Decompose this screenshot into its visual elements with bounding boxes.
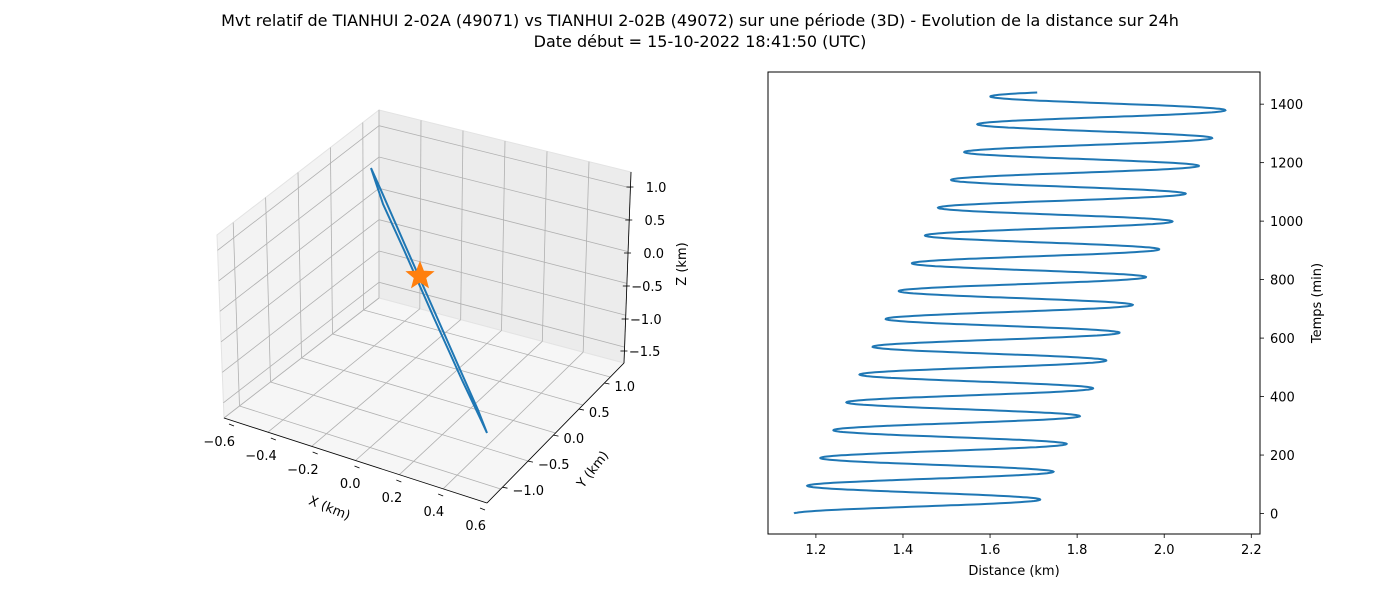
x-tick-label-2d: 1.8 [1067,543,1088,558]
z-tick-label-3d: −0.5 [631,280,663,295]
x-tick-label-3d: −0.2 [287,463,319,478]
y-tick-label-2d: 400 [1270,391,1295,406]
axes-3d: −0.6 −0.4 −0.2 0.0 0.2 0.4 0.6 −1.0 −0.5 0.0 0.5 1.… [203,108,690,534]
x-tick-mark-3d [396,479,402,483]
marker-star [405,260,435,289]
y-axis-line-3d [486,362,625,504]
z-tick-label-3d: 0.5 [645,214,666,229]
y-tick-label-3d: 0.0 [563,432,584,447]
gridline-y-floor [239,405,501,490]
y-tick-label-2d: 0 [1270,508,1278,523]
y-tick-label-3d: 0.5 [589,406,610,421]
y-tick-label-2d: 600 [1270,332,1295,347]
x-tick-label-3d: −0.6 [203,435,235,450]
y-axis-ticks-2d: 0 200 400 600 800 1000 1200 1400 [1260,98,1303,523]
y-tick-mark-3d [527,460,534,463]
z-axis-label-3d: Z (km) [675,242,690,285]
x-tick-mark-3d [228,423,235,427]
axes-2d-frame [767,71,1261,535]
y-tick-label-2d: 800 [1270,274,1295,289]
y-axis-label-3d: Y (km) [574,449,613,492]
x-tick-label-2d: 2.2 [1241,543,1262,558]
axes-2d-series [793,91,1227,515]
axes-3d-gridlines [217,110,632,504]
gridline-z [222,250,626,373]
figure-title-line2: Date début = 15-10-2022 18:41:50 (UTC) [534,32,867,51]
x-axis-ticks-2d: 1.2 1.4 1.6 1.8 2.0 2.2 [806,534,1262,558]
z-axis-line-3d [623,171,632,364]
x-tick-label-2d: 1.2 [806,543,827,558]
x-tick-label-3d: −0.4 [245,449,277,464]
z-tick-label-3d: −1.0 [630,313,662,328]
x-tick-label-2d: 1.4 [893,543,914,558]
gridline-x-wall [501,140,506,331]
y-tick-label-2d: 1200 [1270,157,1303,172]
x-tick-label-3d: 0.6 [465,519,486,534]
y-tick-label-3d: −1.0 [512,484,544,499]
gridline-x-wall [582,161,590,353]
y-tick-label-2d: 1000 [1270,215,1303,230]
x-axis-line-3d [223,417,488,504]
x-tick-label-3d: 0.2 [382,491,403,506]
x-tick-mark-3d [312,451,318,455]
x-tick-label-2d: 2.0 [1154,543,1175,558]
gridline-y-wall [362,122,364,311]
axes-3d-ticks: −0.6 −0.4 −0.2 0.0 0.2 0.4 0.6 −1.0 −0.5 0.0 0.5 1.… [203,171,667,534]
gridline-y-floor [301,357,556,434]
gridline-z [220,219,627,343]
x-tick-mark-3d [354,465,360,469]
gridline-z [223,281,625,404]
z-tick-label-3d: 0.0 [643,247,664,262]
y-tick-mark-3d [578,408,585,411]
gridline-y-wall [330,147,333,335]
y-tick-mark-3d [553,434,559,437]
x-tick-mark-3d [479,507,486,511]
x-tick-mark-3d [438,493,444,497]
gridline-y-floor [270,381,529,462]
x-tick-label-3d: 0.0 [340,477,361,492]
series-distance-line [793,91,1227,515]
axes-3d-series [370,167,488,434]
gridline-z [217,125,631,251]
series-3d-line [370,167,488,434]
axes-2d: 1.2 1.4 1.6 1.8 2.0 2.2 0 200 400 600 800 1000 1200… [767,71,1325,579]
gridline-y-wall [232,222,240,407]
y-axis-label-2d: Temps (min) [1310,263,1325,344]
gridline-y-wall [265,197,271,383]
x-axis-label-2d: Distance (km) [968,564,1059,579]
z-tick-label-3d: 1.0 [646,181,667,196]
x-tick-label-3d: 0.4 [423,505,444,520]
gridline-z [218,156,630,282]
gridline-x-wall [541,151,548,342]
gridline-z [219,187,629,312]
y-tick-label-2d: 200 [1270,449,1295,464]
gridline-y-wall [297,172,302,359]
gridline-y-floor [363,309,611,378]
figure-title-line1: Mvt relatif de TIANHUI 2-02A (49071) vs … [221,11,1179,30]
y-tick-label-3d: −0.5 [538,458,570,473]
x-axis-label-3d: X (km) [306,494,352,524]
gridline-x-wall [460,130,464,320]
y-tick-label-3d: 1.0 [614,380,635,395]
z-tick-label-3d: −1.5 [629,345,661,360]
x-tick-label-2d: 1.6 [980,543,1001,558]
x-tick-mark-3d [270,437,276,441]
y-tick-label-2d: 1400 [1270,98,1303,113]
axes-3d-panes [216,108,632,504]
y-tick-mark-3d [604,382,610,385]
y-tick-mark-3d [502,486,508,489]
